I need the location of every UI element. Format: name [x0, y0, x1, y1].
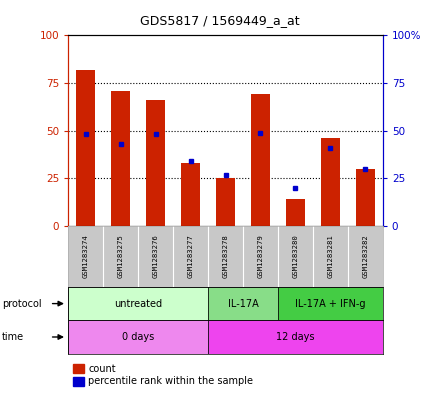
- Text: 12 days: 12 days: [276, 332, 315, 342]
- Text: IL-17A: IL-17A: [227, 299, 258, 309]
- Bar: [68, 287, 208, 320]
- Text: GSM1283280: GSM1283280: [293, 235, 298, 278]
- Text: GSM1283278: GSM1283278: [223, 235, 228, 278]
- Text: GSM1283282: GSM1283282: [362, 235, 368, 278]
- Text: 0 days: 0 days: [122, 332, 154, 342]
- Text: count: count: [88, 364, 116, 374]
- Text: GDS5817 / 1569449_a_at: GDS5817 / 1569449_a_at: [140, 14, 300, 27]
- Text: percentile rank within the sample: percentile rank within the sample: [88, 376, 253, 386]
- Bar: [111, 91, 130, 226]
- Text: protocol: protocol: [2, 299, 42, 309]
- Bar: [251, 94, 270, 226]
- Bar: [356, 169, 375, 226]
- Bar: [278, 287, 383, 320]
- Bar: [68, 320, 208, 354]
- Text: untreated: untreated: [114, 299, 162, 309]
- Bar: [146, 100, 165, 226]
- Text: GSM1283275: GSM1283275: [117, 235, 124, 278]
- Text: GSM1283281: GSM1283281: [327, 235, 334, 278]
- Text: IL-17A + IFN-g: IL-17A + IFN-g: [295, 299, 366, 309]
- Bar: [216, 178, 235, 226]
- Bar: [208, 320, 383, 354]
- Text: GSM1283276: GSM1283276: [153, 235, 158, 278]
- Text: GSM1283274: GSM1283274: [83, 235, 89, 278]
- Text: time: time: [2, 332, 24, 342]
- Text: GSM1283277: GSM1283277: [187, 235, 194, 278]
- Bar: [76, 70, 95, 226]
- Text: GSM1283279: GSM1283279: [257, 235, 264, 278]
- Bar: [321, 138, 340, 226]
- Bar: [208, 287, 278, 320]
- Bar: [286, 199, 305, 226]
- Bar: [181, 163, 200, 226]
